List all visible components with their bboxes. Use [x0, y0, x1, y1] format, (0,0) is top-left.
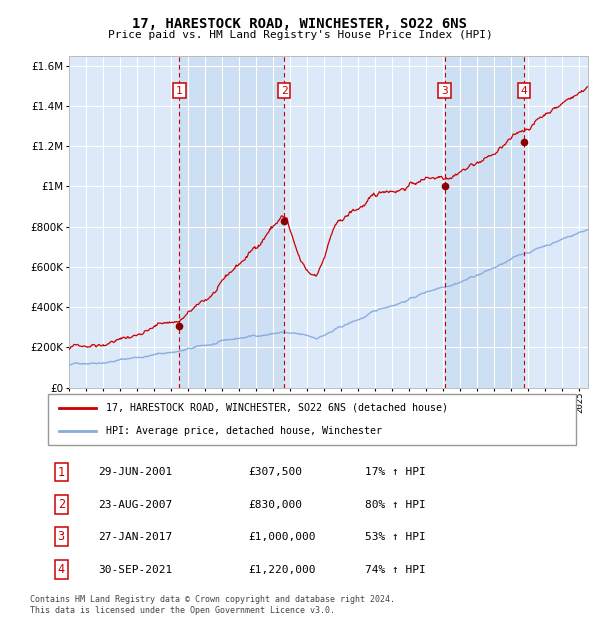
- Text: 17, HARESTOCK ROAD, WINCHESTER, SO22 6NS: 17, HARESTOCK ROAD, WINCHESTER, SO22 6NS: [133, 17, 467, 32]
- Text: 80% ↑ HPI: 80% ↑ HPI: [365, 500, 425, 510]
- Text: 1: 1: [58, 466, 65, 479]
- Text: £1,000,000: £1,000,000: [248, 532, 316, 542]
- Text: £307,500: £307,500: [248, 467, 302, 477]
- Text: 2: 2: [281, 86, 287, 95]
- Text: 3: 3: [441, 86, 448, 95]
- Text: 53% ↑ HPI: 53% ↑ HPI: [365, 532, 425, 542]
- Text: This data is licensed under the Open Government Licence v3.0.: This data is licensed under the Open Gov…: [30, 606, 335, 616]
- Text: 29-JUN-2001: 29-JUN-2001: [98, 467, 172, 477]
- Text: 4: 4: [521, 86, 527, 95]
- Text: 27-JAN-2017: 27-JAN-2017: [98, 532, 172, 542]
- Text: HPI: Average price, detached house, Winchester: HPI: Average price, detached house, Winc…: [106, 426, 382, 436]
- Bar: [179, 56, 284, 388]
- FancyBboxPatch shape: [48, 394, 576, 445]
- Text: Contains HM Land Registry data © Crown copyright and database right 2024.: Contains HM Land Registry data © Crown c…: [30, 595, 395, 604]
- Text: 1: 1: [176, 86, 183, 95]
- Text: £1,220,000: £1,220,000: [248, 565, 316, 575]
- Text: 4: 4: [58, 563, 65, 576]
- Text: 30-SEP-2021: 30-SEP-2021: [98, 565, 172, 575]
- Text: £830,000: £830,000: [248, 500, 302, 510]
- Bar: [445, 56, 524, 388]
- Text: 23-AUG-2007: 23-AUG-2007: [98, 500, 172, 510]
- Text: 74% ↑ HPI: 74% ↑ HPI: [365, 565, 425, 575]
- Text: 3: 3: [58, 530, 65, 543]
- Text: 2: 2: [58, 498, 65, 511]
- Text: Price paid vs. HM Land Registry's House Price Index (HPI): Price paid vs. HM Land Registry's House …: [107, 30, 493, 40]
- Text: 17% ↑ HPI: 17% ↑ HPI: [365, 467, 425, 477]
- Text: 17, HARESTOCK ROAD, WINCHESTER, SO22 6NS (detached house): 17, HARESTOCK ROAD, WINCHESTER, SO22 6NS…: [106, 402, 448, 412]
